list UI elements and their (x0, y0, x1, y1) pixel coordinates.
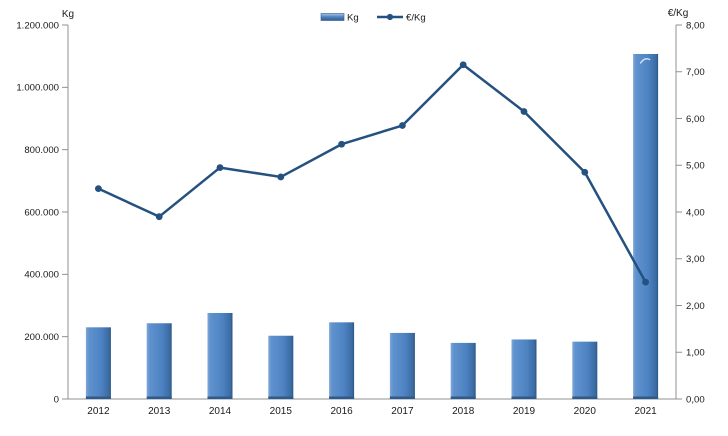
x-axis-label: 2021 (634, 406, 657, 417)
left-axis-tick-label: 400.000 (24, 270, 59, 281)
bar-2020 (572, 341, 598, 399)
bar-bottom-band-2014 (207, 396, 233, 399)
left-axis-tick-label: 1.200.000 (16, 20, 59, 31)
bar-2018 (450, 342, 476, 399)
bar-bottom-band-2017 (389, 396, 415, 399)
bar-2021 (633, 53, 659, 400)
bar-2012 (85, 327, 111, 399)
eur-per-kg-line (97, 63, 647, 284)
left-axis-tick-label: 1.000.000 (16, 83, 59, 94)
right-axis-title: €/Kg (668, 8, 689, 19)
bar-highlight-mark (639, 58, 651, 64)
line-point-2013 (155, 213, 163, 221)
line-point-2017 (399, 122, 406, 129)
right-axis-tick-label: 0,00 (686, 394, 705, 405)
bar-2015 (268, 335, 294, 399)
right-axis-tick-label: 3,00 (686, 254, 705, 265)
legend-item-eur-kg: €/Kg (377, 13, 426, 24)
x-axis-label: 2017 (391, 406, 414, 417)
x-axis-label: 2013 (148, 406, 171, 417)
line-point-2019 (520, 108, 528, 115)
bar-2019 (511, 339, 537, 399)
left-axis-title: Kg (62, 9, 74, 20)
right-axis-tick-label: 7,00 (686, 67, 705, 78)
line-point-2014 (216, 164, 224, 171)
x-axis-label: 2018 (452, 406, 475, 417)
right-axis-tick-label: 1,00 (686, 348, 705, 359)
x-axis-label: 2014 (209, 406, 232, 417)
right-axis-tick-label: 8,00 (686, 20, 705, 31)
line-point-2018 (459, 61, 467, 69)
right-axis-tick-label: 6,00 (686, 114, 705, 125)
legend-line-label: €/Kg (406, 13, 426, 24)
x-axis-label: 2019 (513, 406, 536, 417)
legend-item-kg: Kg (320, 13, 359, 24)
left-axis-tick-label: 600.000 (24, 207, 59, 218)
bar-2014 (207, 312, 233, 399)
bar-2016 (329, 322, 355, 399)
left-axis-tick-label: 200.000 (24, 332, 59, 343)
line-point-2012 (95, 185, 102, 193)
legend-bar-label: Kg (347, 13, 359, 24)
line-point-2015 (277, 173, 285, 181)
line-point-2016 (338, 140, 345, 148)
x-axis-label: 2020 (574, 406, 597, 417)
bar-bottom-band-2021 (633, 396, 659, 399)
legend-bar-swatch (320, 13, 345, 21)
right-axis-tick-label: 4,00 (686, 207, 705, 218)
x-axis-label: 2016 (330, 406, 353, 417)
line-point-2021 (642, 278, 649, 286)
line-point-2020 (581, 168, 589, 176)
x-axis-label: 2012 (87, 406, 110, 417)
right-axis-tick-label: 2,00 (686, 301, 705, 312)
bar-bottom-band-2012 (85, 396, 111, 399)
bar-2017 (389, 332, 415, 399)
bar-bottom-band-2018 (450, 396, 476, 399)
left-axis-tick-label: 0 (54, 394, 59, 405)
legend: Kg €/Kg (320, 13, 426, 24)
bar-bottom-band-2016 (329, 396, 355, 399)
bar-2013 (146, 323, 172, 399)
right-axis-tick-label: 5,00 (686, 161, 705, 172)
x-axis-label: 2015 (270, 406, 293, 417)
bar-bottom-band-2015 (268, 396, 294, 399)
plot-area: 0 200.000 400.000 600.000 800.000 1.000.000 1.… (16, 20, 704, 417)
bar-bottom-band-2020 (572, 396, 598, 399)
legend-line-marker (386, 13, 394, 21)
bar-bottom-band-2019 (511, 396, 537, 399)
bar-bottom-band-2013 (146, 396, 172, 399)
left-axis-tick-label: 800.000 (24, 145, 59, 156)
